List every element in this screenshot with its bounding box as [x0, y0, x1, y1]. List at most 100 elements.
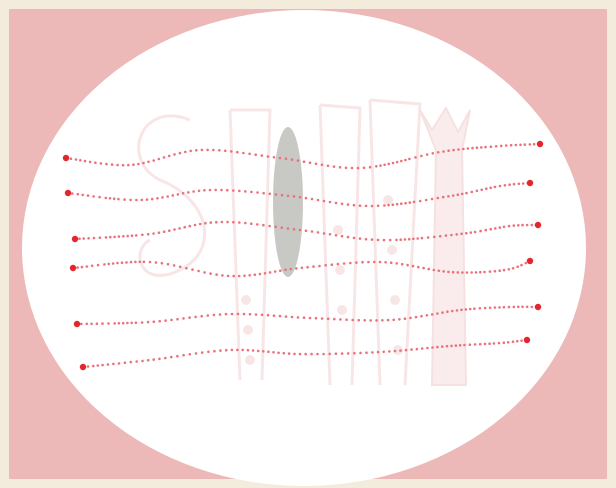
thread-stitch [111, 262, 115, 265]
thread-stitch [375, 165, 378, 168]
thread-stitch [176, 354, 179, 358]
thread-stitch [117, 362, 121, 365]
thread-stitch [121, 321, 125, 325]
thread-stitch [489, 186, 493, 190]
thread-stitch [274, 193, 278, 196]
thread-end-peg[interactable] [526, 257, 534, 265]
threads [62, 140, 544, 371]
thread-stitch [414, 156, 417, 159]
thread-stitch [324, 264, 327, 267]
thread-stitch [400, 202, 403, 205]
thread-end-peg[interactable] [534, 303, 542, 311]
thread-stitch [442, 270, 446, 273]
thread-stitch [444, 234, 448, 237]
thread-stitch [99, 162, 103, 165]
thread-stitch [129, 260, 133, 264]
thread-start-peg[interactable] [71, 235, 79, 243]
thread-stitch [129, 360, 133, 364]
thread-stitch [417, 265, 420, 269]
thread-stitch [386, 318, 390, 322]
thread-1[interactable] [62, 140, 544, 170]
thread-stitch [388, 238, 392, 242]
thread-stitch [238, 221, 241, 224]
thread-end-peg[interactable] [536, 140, 544, 148]
thread-stitch [162, 230, 166, 233]
thread-stitch [90, 264, 94, 268]
thread-stitch [517, 182, 521, 186]
thread-stitch [346, 352, 350, 355]
thread-stitch [457, 148, 460, 151]
thread-stitch [310, 352, 313, 356]
thread-3[interactable] [71, 220, 542, 243]
thread-stitch [215, 273, 218, 276]
thread-stitch [395, 262, 399, 265]
thread-stitch [525, 305, 529, 309]
thread-stitch [387, 162, 391, 166]
thread-stitch [353, 351, 356, 355]
thread-start-peg[interactable] [79, 363, 87, 371]
thread-stitch [447, 149, 450, 152]
thread-stitch [339, 318, 342, 321]
thread-stitch [400, 159, 403, 163]
thread-5[interactable] [73, 303, 542, 328]
thread-stitch [530, 223, 534, 227]
thread-stitch [406, 263, 409, 267]
thread-stitch [463, 343, 466, 347]
thread-stitch [117, 197, 120, 201]
thread-stitch [224, 312, 228, 316]
thread-start-peg[interactable] [73, 320, 81, 328]
thread-stitch [280, 226, 284, 229]
thread-stitch [409, 316, 412, 320]
lace-slot[interactable] [273, 127, 303, 277]
thread-stitch [519, 143, 522, 147]
thread-start-peg[interactable] [64, 189, 72, 197]
thread-stitch [404, 201, 407, 205]
thread-stitch [322, 232, 326, 235]
thread-stitch [517, 305, 520, 309]
thread-stitch [141, 359, 144, 363]
thread-stitch [370, 204, 374, 208]
thread-stitch [280, 193, 284, 197]
thread-stitch [208, 188, 212, 192]
thread-stitch [378, 260, 382, 264]
thread-stitch [152, 159, 155, 162]
thread-stitch [408, 157, 411, 161]
thread-start-peg[interactable] [69, 264, 77, 272]
thread-2[interactable] [64, 179, 534, 208]
thread-6[interactable] [79, 336, 531, 371]
thread-stitch [373, 260, 376, 264]
thread-stitch [393, 349, 397, 353]
thread-stitch [134, 321, 138, 325]
thread-stitch [127, 163, 130, 167]
thread-stitch [255, 223, 259, 226]
thread-stitch [364, 237, 368, 241]
thread-stitch [189, 149, 192, 153]
thread-end-peg[interactable] [534, 221, 542, 229]
thread-stitch [438, 234, 442, 238]
thread-stitch [355, 261, 358, 264]
thread-stitch [212, 148, 215, 152]
thread-end-peg[interactable] [526, 179, 534, 187]
thread-stitch [488, 306, 492, 310]
thread-stitch [120, 261, 124, 265]
thread-stitch [345, 318, 348, 322]
thread-stitch [262, 191, 265, 195]
thread-stitch [456, 271, 460, 274]
thread-start-peg[interactable] [62, 154, 70, 162]
thread-stitch [441, 345, 444, 348]
thread-stitch [395, 160, 399, 164]
thread-end-peg[interactable] [523, 336, 531, 344]
thread-stitch [221, 274, 224, 277]
thread-stitch [333, 317, 336, 321]
thread-stitch [364, 204, 368, 208]
thread-stitch [314, 316, 318, 320]
thread-stitch [369, 319, 373, 322]
thread-stitch [483, 270, 486, 274]
thread-stitch [258, 272, 262, 276]
thread-stitch [287, 352, 291, 355]
thread-stitch [383, 204, 386, 207]
thread-stitch [436, 312, 439, 315]
thread-stitch [328, 200, 332, 204]
thread-4[interactable] [69, 257, 534, 278]
